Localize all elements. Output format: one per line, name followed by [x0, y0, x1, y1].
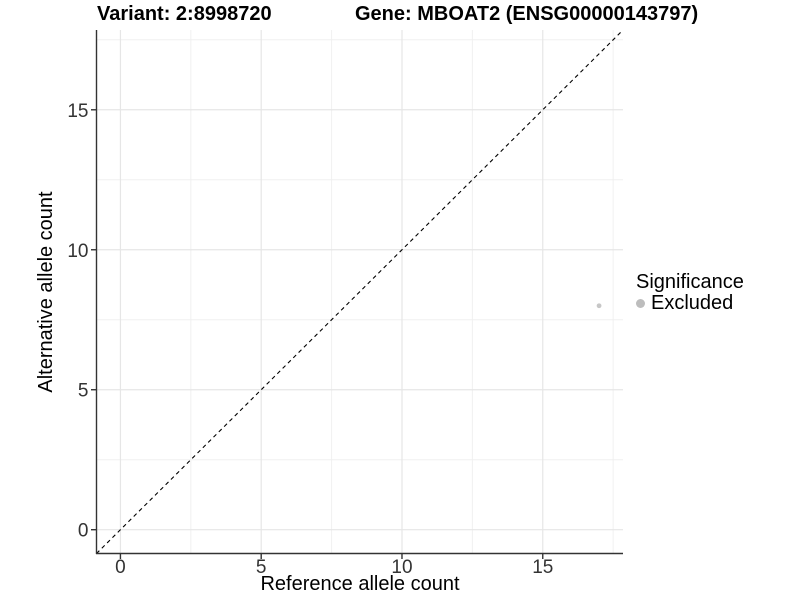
variant-title: Variant: 2:8998720 [97, 3, 272, 25]
x-tick-label: 15 [532, 557, 553, 578]
x-tick-label: 0 [115, 557, 126, 578]
data-point [596, 303, 602, 309]
legend-title: Significance [636, 271, 744, 293]
legend-item-label: Excluded [651, 292, 734, 314]
gene-title: Gene: MBOAT2 (ENSG00000143797) [355, 3, 699, 25]
identity-line [96, 29, 624, 554]
y-axis-title: Alternative allele count [35, 191, 57, 393]
x-tick-label: 5 [256, 557, 267, 578]
legend: Significance Excluded [636, 272, 786, 314]
y-tick-label: 15 [67, 101, 88, 122]
legend-point-marker-icon [636, 299, 645, 308]
y-tick-label: 5 [78, 381, 89, 402]
x-tick-label: 10 [391, 557, 412, 578]
legend-item: Excluded [636, 292, 786, 314]
y-tick-label: 10 [67, 241, 88, 262]
y-tick-label: 0 [78, 521, 89, 542]
x-axis-title: Reference allele count [260, 573, 460, 595]
